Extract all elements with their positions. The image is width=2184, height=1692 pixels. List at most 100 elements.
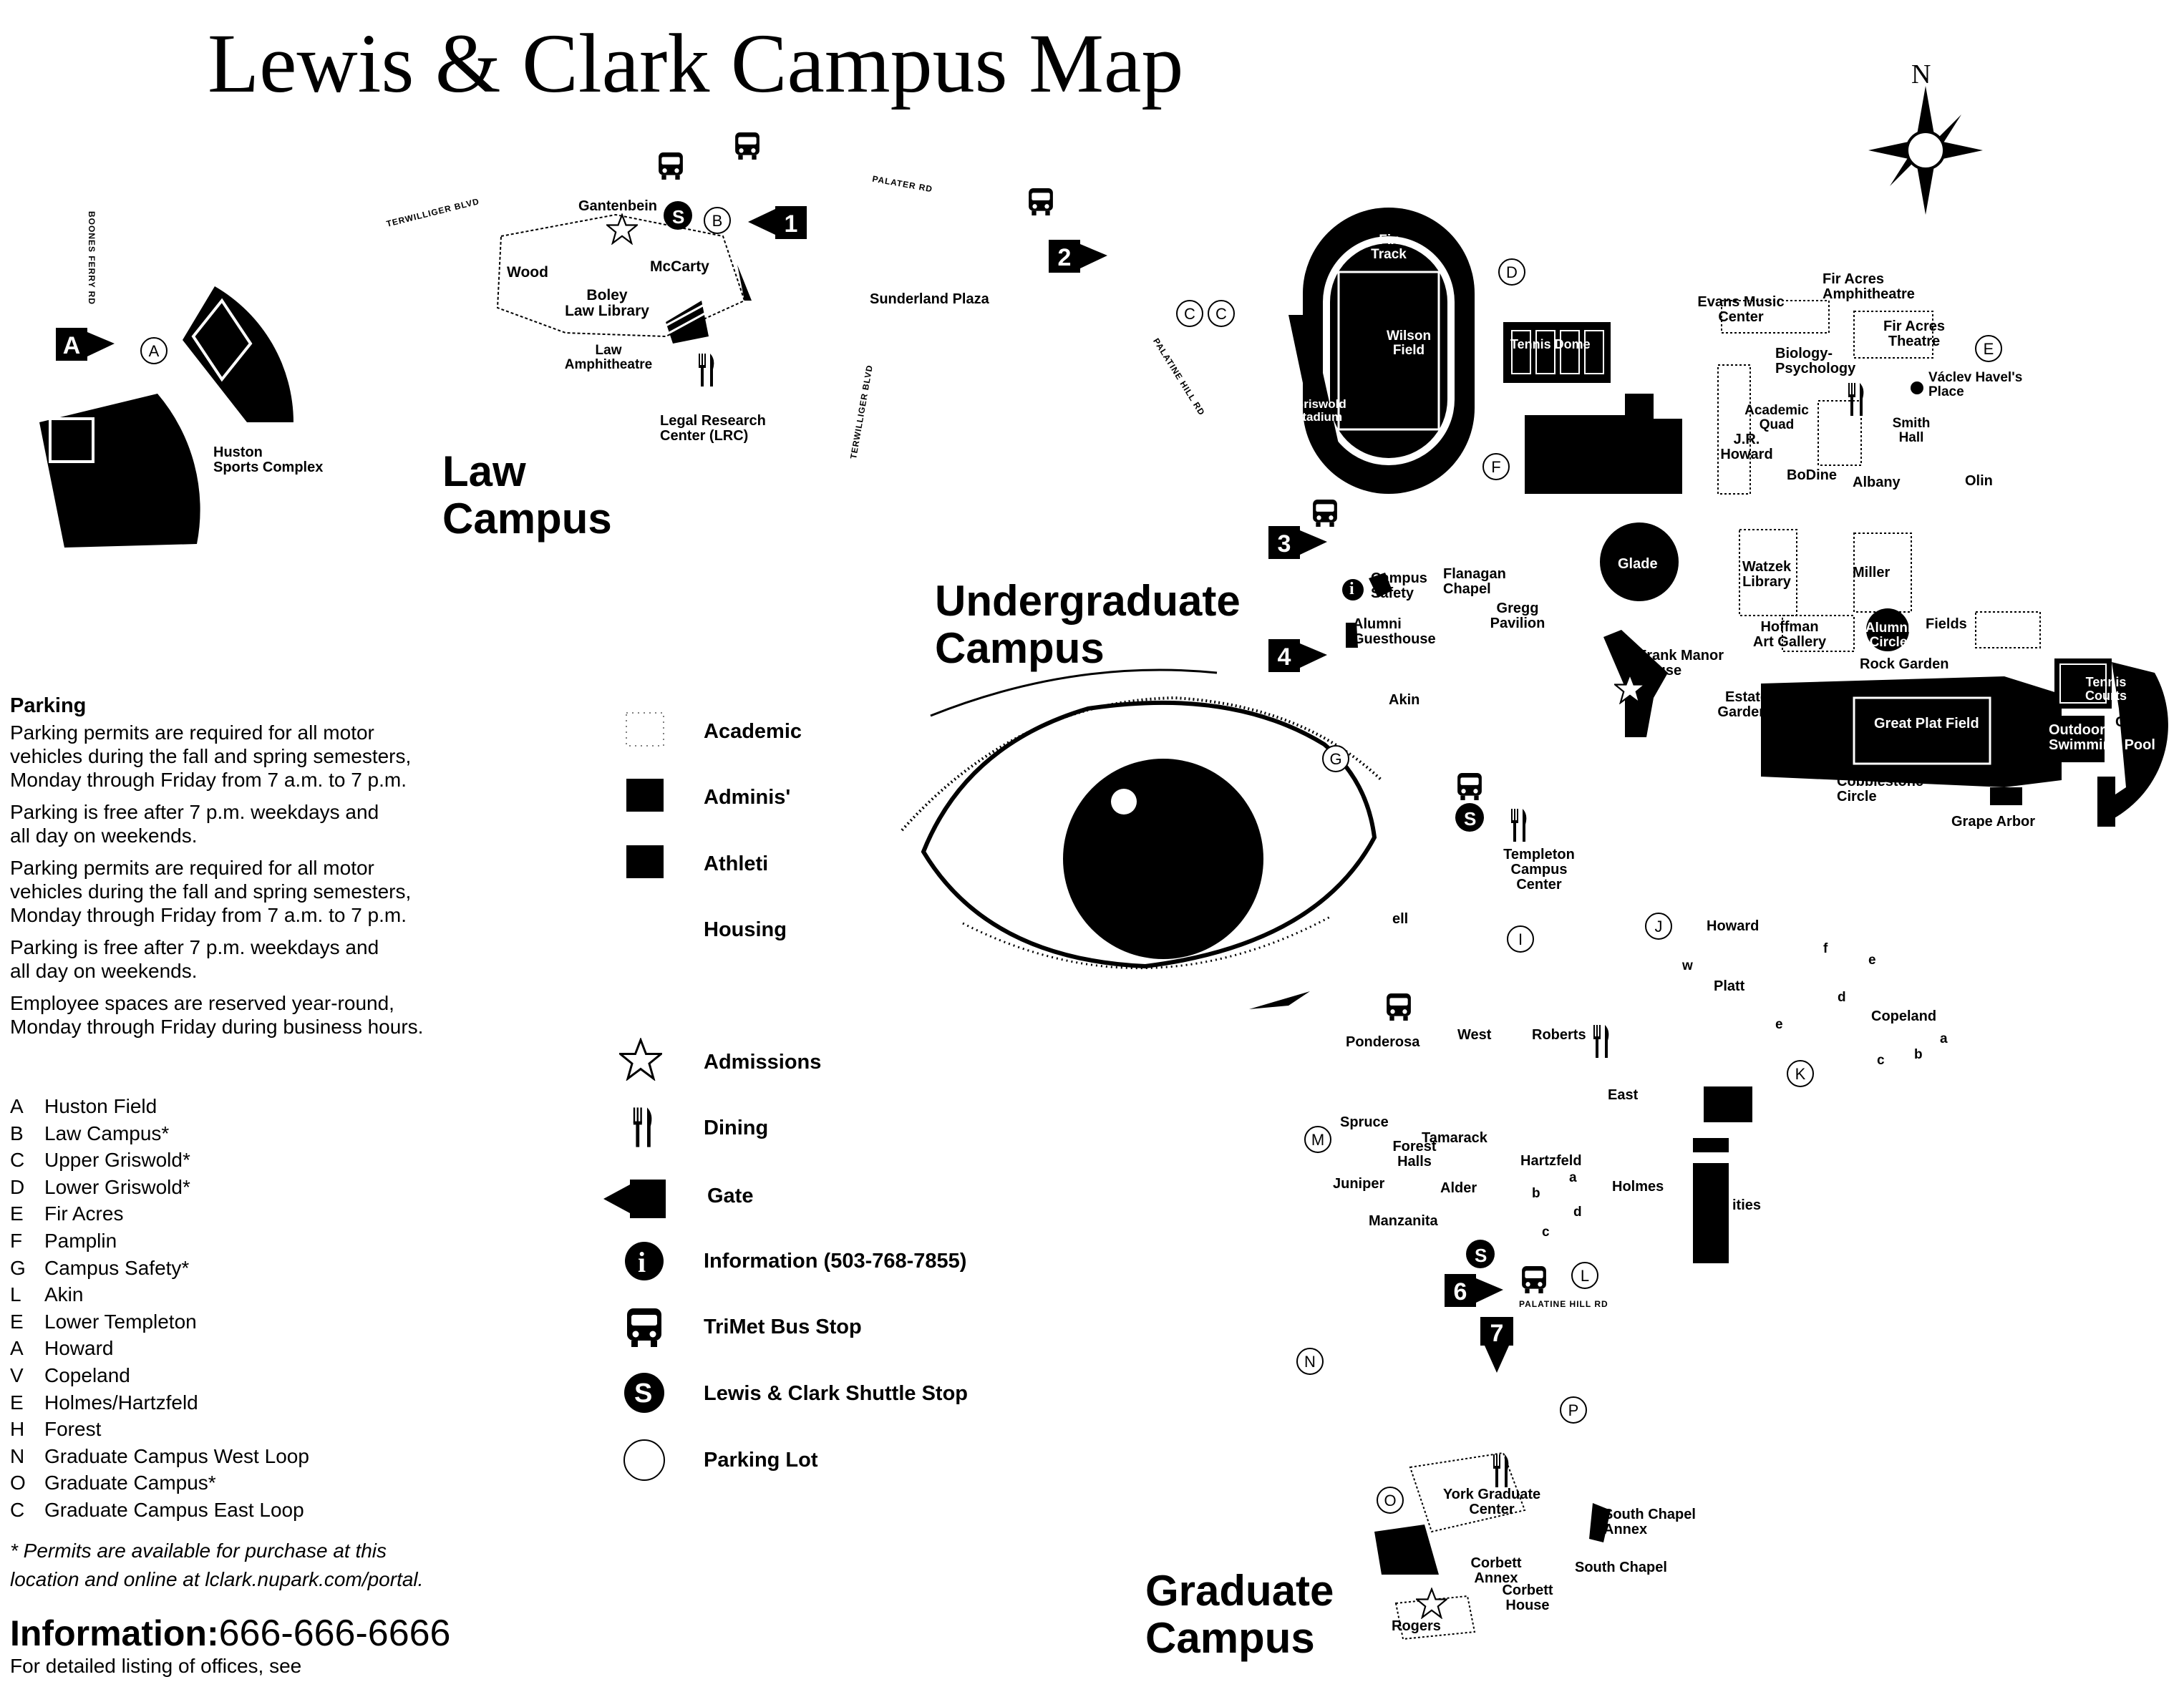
law-campus-label: Law Campus [442,447,612,543]
legend-shuttle-glyph: S [634,1379,653,1409]
building-label: Alder [1440,1180,1477,1196]
lot-letter: N [10,1444,25,1467]
building-label: South Chapel [1575,1560,1667,1575]
lot-list-item: A Huston Field [10,1093,309,1120]
lot-letter: G [10,1256,26,1279]
road-label: TERWILLIGER BLVD [385,196,481,229]
lot-name: Forest [44,1418,102,1441]
parking-lot-f: F [1482,453,1510,480]
building-label: East [1608,1087,1639,1103]
building-label: J.R. Howard [1720,432,1773,462]
lot-list-item: N Graduate Campus West Loop [10,1443,309,1470]
building-label: Grape Arbor [1951,814,2036,830]
lot-name: Lower Templeton [44,1310,197,1333]
lot-list-item: O Graduate Campus* [10,1469,309,1497]
facilities-building [1693,1163,1729,1263]
building-label: Tennis Courts [2085,675,2127,703]
parking-paragraph: Parking is free after 7 p.m. weekdays an… [10,801,379,847]
gate-number: 2 [1058,244,1072,271]
building-label: Howard [1707,918,1760,934]
compass-north-label: N [1911,59,1931,89]
lot-letter: A [10,1337,24,1360]
bus-stop-icon [1313,500,1337,527]
legend-gate-icon [603,1180,666,1218]
building-label: Glade [1618,556,1658,572]
legend-information-glyph: i [638,1246,646,1278]
parking-lot-letter: B [712,212,723,230]
information-subtext: For detailed listing of offices, see [10,1655,302,1677]
graduate-campus-label: Graduate Campus [1145,1567,1334,1662]
legend-admissions-icon [619,1039,662,1080]
gate-3: 3 [1268,526,1327,559]
building-label: Manzanita [1369,1213,1438,1229]
dining-icon [1493,1454,1509,1487]
building-label: f [1823,941,1828,956]
building-label: Fields [1926,616,1967,632]
building-label: Holmes [1612,1179,1664,1195]
legend-athletic-label: Athleti [704,852,769,875]
gate-2: 2 [1049,240,1107,273]
lot-name: Pamplin [44,1229,117,1252]
legend-trimet-label: TriMet Bus Stop [704,1316,862,1338]
building-label: e [1744,1097,1752,1112]
gate-number: 4 [1278,643,1291,671]
manor-house [1603,630,1668,737]
lot-letter: E [10,1202,24,1225]
legend-athletic-swatch [626,845,664,878]
building-label: Legal Research Center (LRC) [660,413,766,444]
dining-icon [699,354,714,386]
building-label: ell [1392,911,1409,927]
parking-paragraph: Parking permits are required for all mot… [10,857,412,926]
lot-list-item: F Pamplin [10,1227,309,1255]
parking-lot-letter: N [1304,1353,1316,1371]
lot-letter: B [10,1122,24,1144]
building-label: Forest Halls [1392,1139,1437,1170]
road-label: PALATER RD [871,173,934,195]
lot-letter: F [10,1229,23,1252]
building-label: Václev Havel's Place [1928,370,2023,399]
parking-lot-d: D [1498,258,1525,286]
lot-name: Graduate Campus East Loop [44,1498,304,1521]
parking-lot-letter: P [1568,1401,1579,1419]
building-label: Alumni Circle [1865,621,1912,650]
building-label: West [1457,1027,1492,1043]
information-label: Information: [10,1613,219,1653]
building-label: Outdoor Swimming Pool [2049,722,2155,753]
building-label: d [1838,990,1846,1005]
gate-6: 6 [1445,1274,1503,1307]
lot-list-item: H Forest [10,1416,309,1443]
building-label: e [1868,953,1876,968]
gate-4: 4 [1268,639,1327,672]
building-label: d [1573,1205,1582,1220]
building-label: Cobblestone Circle [1837,774,1924,804]
parking-lot-i: I [1507,925,1534,953]
building-label: Alumni Guesthouse [1353,616,1436,647]
parking-lot-m: M [1304,1126,1331,1153]
admin-building [1525,394,1682,494]
building-label: BoDine [1787,467,1837,483]
lot-name: Graduate Campus West Loop [44,1444,309,1467]
lot-letter: E [10,1310,24,1333]
parking-lot-n: N [1296,1348,1324,1375]
parking-lot-c: C [1176,300,1203,327]
lot-list-item: V Copeland [10,1362,309,1389]
building-label: Academic Quad [1744,403,1809,432]
gate-1: 1 [748,206,807,239]
building-label: ities [1732,1197,1762,1213]
building-label: Akin [1389,692,1420,708]
grad-admin-building [1374,1525,1439,1575]
admissions-icon [606,214,638,244]
building-label: Fix Track [1371,233,1407,262]
building-label: Biology- Psychology [1775,346,1856,376]
building-label: Templeton Campus Center [1503,847,1575,893]
road-label: PALATINE HILL RD [1519,1299,1608,1309]
building-label: Rogers [1392,1618,1441,1634]
parking-lot-j: J [1645,913,1672,940]
lot-list-item: G Campus Safety* [10,1255,309,1282]
building-label: Huston Sports Complex [213,444,324,475]
havel-place-marker [1911,381,1923,394]
legend-information-label: Information (503-768-7855) [704,1250,967,1273]
lot-letter: D [10,1175,25,1198]
bus-stop-icon [1457,773,1482,800]
information-line: Information:666-666-6666 [10,1612,450,1655]
